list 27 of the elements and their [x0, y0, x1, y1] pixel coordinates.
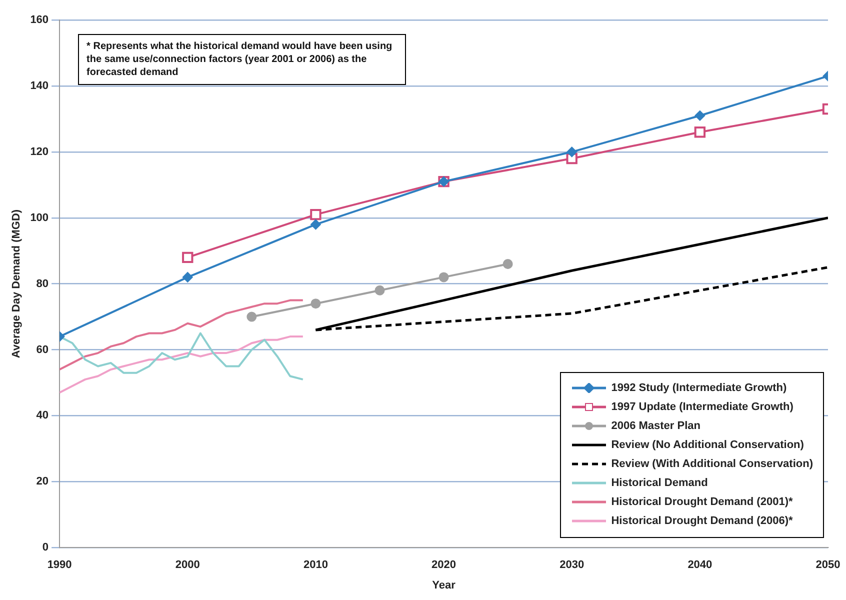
y-tick-label: 100	[30, 212, 49, 224]
y-tick-label: 120	[30, 146, 49, 158]
y-tick-label: 160	[30, 14, 49, 26]
x-axis-title: Year	[432, 579, 456, 592]
x-tick-label: 2030	[560, 559, 584, 572]
legend-label: Historical Drought Demand (2001)*	[611, 496, 793, 508]
x-tick-label: 2040	[688, 559, 712, 572]
legend-label: Review (No Additional Conservation)	[611, 439, 804, 452]
x-tick-label: 2020	[432, 559, 456, 572]
legend-label: 1992 Study (Intermediate Growth)	[611, 382, 787, 394]
legend-label: 2006 Master Plan	[611, 420, 700, 432]
legend-label: 1997 Update (Intermediate Growth)	[611, 401, 794, 414]
y-axis-title: Average Day Demand (MGD)	[10, 209, 23, 358]
x-tick-label: 1990	[47, 559, 72, 572]
legend-label: Historical Demand	[611, 477, 708, 490]
y-tick-label: 0	[42, 542, 49, 554]
x-tick-label: 2050	[816, 559, 840, 572]
y-tick-label: 80	[36, 278, 49, 290]
y-tick-label: 140	[30, 80, 49, 92]
y-tick-label: 20	[36, 476, 49, 488]
annotation: * Represents what the historical demand would have been using the same use/connection factors (year 2001 or 2006) as the forecasted demand	[78, 34, 406, 85]
x-tick-label: 2000	[175, 559, 200, 572]
y-tick-label: 60	[36, 344, 49, 356]
x-tick-label: 2010	[303, 559, 328, 572]
legend-label: Historical Drought Demand (2006)*	[611, 515, 793, 528]
y-tick-label: 40	[36, 410, 49, 422]
legend-label: Review (With Additional Conservation)	[611, 458, 813, 470]
